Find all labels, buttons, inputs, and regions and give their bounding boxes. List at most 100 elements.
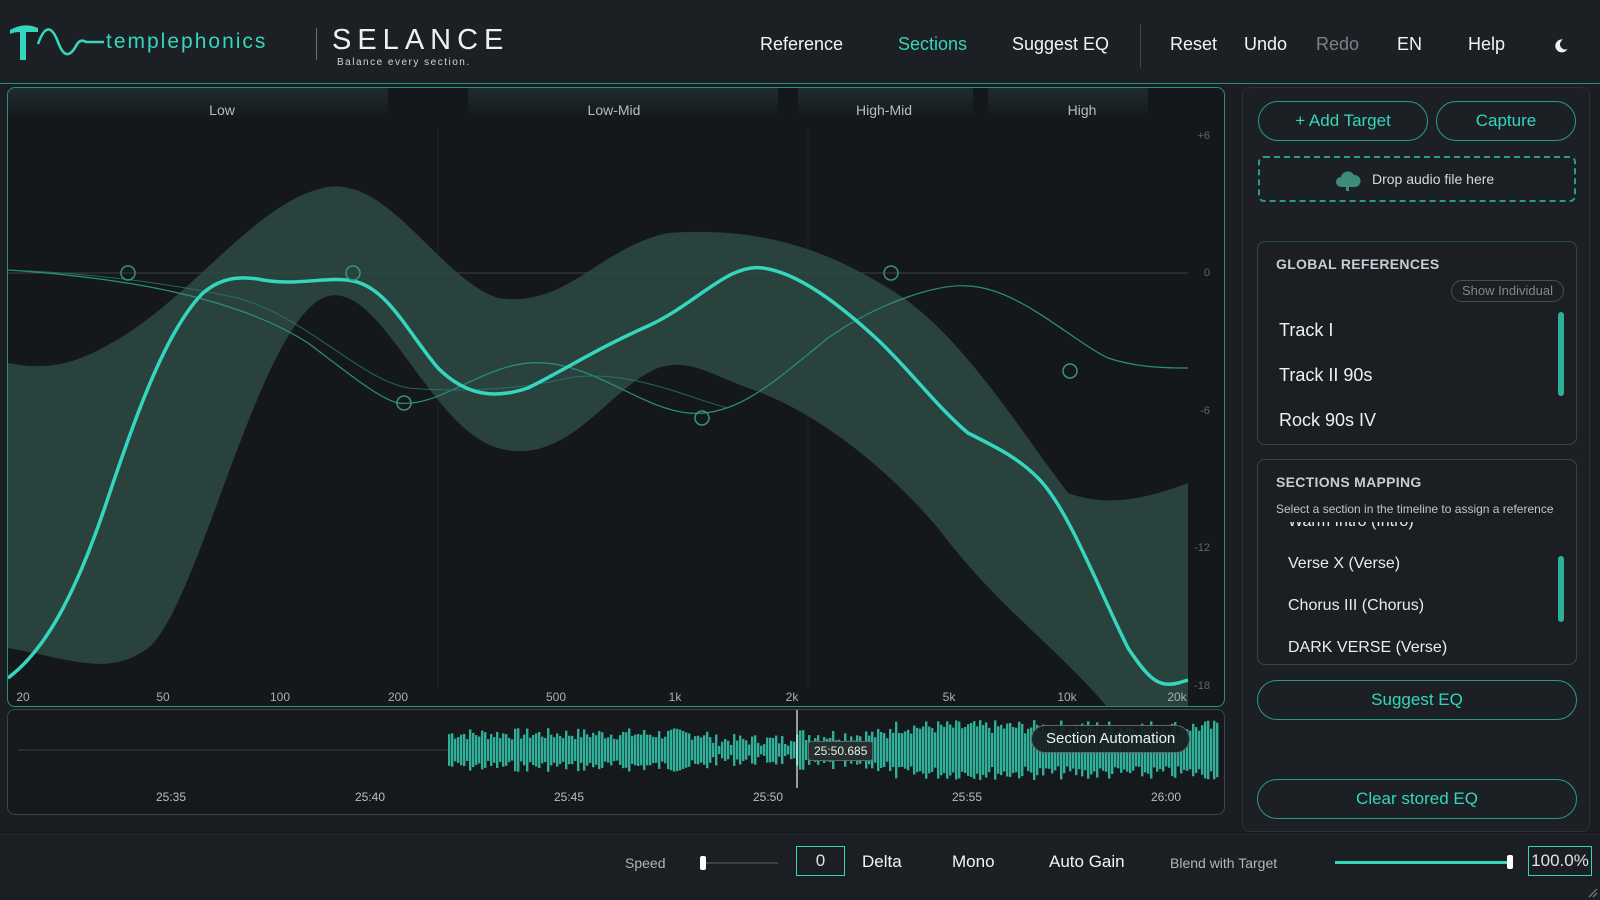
band-region-high-mid[interactable] bbox=[798, 88, 973, 118]
waveform-bar bbox=[463, 733, 466, 767]
waveform-bar bbox=[613, 738, 616, 762]
waveform-bar bbox=[949, 724, 952, 776]
blend-slider-knob[interactable] bbox=[1507, 855, 1513, 869]
auto-gain-button[interactable]: Auto Gain bbox=[1049, 852, 1125, 871]
freq-tick: 500 bbox=[545, 690, 567, 704]
section-automation-button[interactable]: Section Automation bbox=[1031, 725, 1191, 753]
reference-track-item[interactable]: Rock 90s IV bbox=[1279, 410, 1377, 430]
waveform-bar bbox=[700, 737, 703, 763]
delta-button[interactable]: Delta bbox=[862, 852, 902, 871]
redo-button[interactable]: Redo bbox=[1316, 34, 1360, 54]
transport-bar: Speed 0 Delta Mono Auto Gain Blend with … bbox=[0, 834, 1600, 900]
moon-icon[interactable] bbox=[1553, 38, 1569, 54]
freq-tick: 1k bbox=[668, 690, 682, 704]
waveform-bar bbox=[655, 737, 658, 763]
waveform-bar bbox=[532, 734, 535, 766]
waveform-bar bbox=[604, 738, 607, 762]
band-region-high[interactable] bbox=[988, 88, 1148, 118]
reset-button[interactable]: Reset bbox=[1170, 34, 1218, 54]
waveform-bar bbox=[475, 735, 478, 765]
band-region-low-mid[interactable] bbox=[468, 88, 778, 118]
eq-curve-panel[interactable]: Low Low-Mid High-Mid High +6 0 -6 -12 -1… bbox=[7, 87, 1225, 707]
freq-tick: 5k bbox=[942, 690, 956, 704]
add-target-button[interactable]: + Add Target bbox=[1258, 101, 1428, 141]
show-individual-toggle[interactable]: Show Individual bbox=[1450, 280, 1564, 302]
waveform-bar bbox=[583, 729, 586, 771]
waveform-bar bbox=[790, 740, 793, 760]
waveform-bar bbox=[766, 737, 769, 763]
product-name: SELANCE bbox=[332, 24, 510, 56]
waveform-bar bbox=[469, 729, 472, 771]
speed-label: Speed bbox=[625, 855, 666, 871]
waveform-bar bbox=[928, 726, 931, 774]
timeline-panel[interactable]: 25:50.685 Section Automation 25:35 25:40… bbox=[7, 709, 1225, 815]
time-tick: 25:45 bbox=[553, 790, 585, 804]
language-selector[interactable]: EN bbox=[1397, 34, 1423, 54]
resize-grip-icon[interactable] bbox=[1586, 886, 1598, 898]
waveform-bar bbox=[1210, 728, 1213, 772]
waveform-bar bbox=[526, 728, 529, 772]
capture-button[interactable]: Capture bbox=[1436, 101, 1576, 141]
help-button[interactable]: Help bbox=[1468, 34, 1506, 54]
waveform-bar bbox=[589, 737, 592, 763]
waveform-bar bbox=[733, 734, 736, 766]
waveform-bar bbox=[730, 744, 733, 756]
waveform-bar bbox=[985, 722, 988, 778]
band-region-low[interactable] bbox=[8, 88, 388, 118]
mono-button[interactable]: Mono bbox=[952, 852, 995, 871]
speed-slider-knob[interactable] bbox=[700, 856, 706, 870]
clear-stored-eq-button[interactable]: Clear stored EQ bbox=[1257, 779, 1577, 819]
product-tagline: Balance every section. bbox=[337, 57, 471, 68]
undo-button[interactable]: Undo bbox=[1244, 34, 1288, 54]
waveform-bar bbox=[580, 737, 583, 763]
waveform-bar bbox=[625, 732, 628, 768]
waveform-bar bbox=[1024, 733, 1027, 767]
audio-dropzone[interactable]: Drop audio file here bbox=[1258, 156, 1576, 202]
waveform-bar bbox=[610, 734, 613, 766]
waveform-bar bbox=[565, 730, 568, 770]
waveform-bar bbox=[787, 745, 790, 755]
sections-scrollbar[interactable] bbox=[1558, 556, 1564, 622]
waveform-bar bbox=[940, 724, 943, 776]
eq-graph[interactable] bbox=[8, 88, 1225, 707]
blend-slider-fill bbox=[1335, 861, 1510, 864]
band-label-low-mid: Low-Mid bbox=[587, 102, 641, 118]
waveform-bar bbox=[637, 734, 640, 766]
waveform-bar bbox=[574, 739, 577, 761]
reference-track-item[interactable]: Track II 90s bbox=[1279, 365, 1373, 385]
sections-list[interactable]: Warm Intro (Intro) Verse X (Verse) Choru… bbox=[1258, 522, 1576, 664]
blend-value-field[interactable]: 100.0% bbox=[1528, 846, 1592, 876]
waveform-bar bbox=[664, 736, 667, 764]
waveform-bar bbox=[592, 732, 595, 768]
suggest-eq-button[interactable]: Suggest EQ bbox=[1257, 680, 1577, 720]
waveform-bar bbox=[784, 743, 787, 757]
section-item[interactable]: DARK VERSE (Verse) bbox=[1288, 639, 1448, 656]
waveform-bar bbox=[904, 731, 907, 769]
waveform-bar bbox=[511, 739, 514, 761]
speed-slider[interactable] bbox=[702, 862, 778, 864]
band-label-high: High bbox=[1067, 102, 1097, 118]
section-item[interactable]: Warm Intro (Intro) bbox=[1288, 522, 1414, 531]
global-refs-scrollbar[interactable] bbox=[1558, 312, 1564, 396]
waveform-bar bbox=[538, 731, 541, 769]
blend-label: Blend with Target bbox=[1170, 855, 1278, 871]
waveform-bar bbox=[874, 737, 877, 763]
section-item[interactable]: Chorus III (Chorus) bbox=[1288, 597, 1425, 614]
waveform-bar bbox=[556, 733, 559, 767]
waveform-bar bbox=[454, 738, 457, 762]
section-item[interactable]: Verse X (Verse) bbox=[1288, 555, 1401, 572]
waveform-bar bbox=[490, 734, 493, 766]
waveform-bar bbox=[964, 727, 967, 773]
waveform-bar bbox=[607, 737, 610, 763]
waveform-bar bbox=[724, 738, 727, 762]
nav-suggest-eq[interactable]: Suggest EQ bbox=[1012, 34, 1110, 54]
speed-value-field[interactable]: 0 bbox=[796, 846, 845, 876]
reference-track-item[interactable]: Track I bbox=[1279, 320, 1334, 340]
waveform-bar bbox=[913, 725, 916, 775]
freq-tick: 50 bbox=[156, 690, 170, 704]
sections-mapping-title: SECTIONS MAPPING bbox=[1276, 474, 1422, 490]
waveform-bar bbox=[1009, 723, 1012, 777]
nav-sections[interactable]: Sections bbox=[898, 34, 968, 54]
nav-reference[interactable]: Reference bbox=[760, 34, 844, 54]
waveform-bar bbox=[586, 734, 589, 766]
